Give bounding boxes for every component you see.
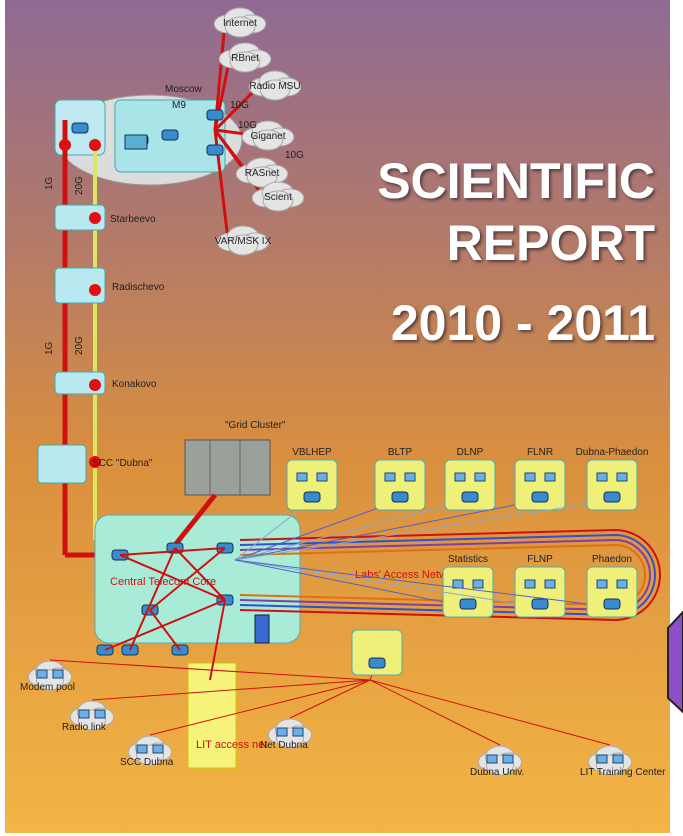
workstation: [153, 745, 163, 753]
workstation: [53, 670, 63, 678]
workstation: [545, 580, 555, 588]
workstation: [79, 710, 89, 718]
workstation: [617, 580, 627, 588]
core-label: "Grid Cluster": [225, 420, 286, 431]
site-label: Starbeevo: [110, 214, 156, 225]
link-label: 10G: [285, 150, 304, 161]
lab-label: Statistics: [448, 554, 488, 565]
report-cover: Internet RBnet Radio MSU Giganet RASnet Scien…: [0, 0, 683, 836]
site-label: Radischevo: [112, 282, 165, 293]
link-label: 1G: [44, 176, 55, 190]
workstation: [453, 580, 463, 588]
workstation: [455, 473, 465, 481]
link-label: 1G: [44, 341, 55, 355]
site-label: Moscow: [165, 84, 202, 95]
router: [604, 599, 620, 609]
workstation: [525, 473, 535, 481]
router: [304, 492, 320, 502]
workstation: [317, 473, 327, 481]
lab-label: FLNP: [527, 554, 553, 565]
link-label: 20G: [74, 176, 85, 195]
router: [392, 492, 408, 502]
core-label: Central Telecom Core: [110, 576, 216, 588]
years: 2010 - 2011: [391, 295, 655, 351]
node-dot: [89, 284, 101, 296]
workstation: [503, 755, 513, 763]
router: [532, 492, 548, 502]
site-label: SCC "Dubna": [92, 458, 153, 469]
router: [604, 492, 620, 502]
grid-cluster: [185, 440, 270, 495]
link-label: 10G: [230, 100, 249, 111]
cloud-label: RASnet: [245, 168, 280, 179]
cloud-label: RBnet: [231, 53, 259, 64]
node-dot: [89, 212, 101, 224]
router: [72, 123, 88, 133]
lab-label: DLNP: [457, 447, 484, 458]
workstation: [525, 580, 535, 588]
access-label: SCC Dubna: [120, 757, 174, 768]
lab-label: FLNR: [527, 447, 553, 458]
workstation: [597, 755, 607, 763]
access-label: Radio link: [62, 722, 107, 733]
workstation: [95, 710, 105, 718]
workstation: [277, 728, 287, 736]
cloud-label: VAR/MSK IX: [215, 236, 272, 247]
workstation: [613, 755, 623, 763]
lab-label: Dubna-Phaedon: [576, 447, 649, 458]
workstation: [617, 473, 627, 481]
core-label: LIT access net: [196, 739, 267, 751]
side-tab: [668, 612, 683, 712]
workstation: [597, 580, 607, 588]
link-label: 10G: [238, 120, 257, 131]
switch: [125, 135, 147, 149]
title-line: SCIENTIFIC: [377, 153, 655, 209]
workstation: [473, 580, 483, 588]
router: [162, 130, 178, 140]
node-dot: [89, 139, 101, 151]
access-label: Net Dubna: [260, 740, 308, 751]
workstation: [37, 670, 47, 678]
access-label: Dubna Univ.: [470, 767, 524, 778]
workstation: [297, 473, 307, 481]
workstation: [475, 473, 485, 481]
router: [369, 658, 385, 668]
cloud-label: Giganet: [250, 131, 285, 142]
link-label: 20G: [74, 336, 85, 355]
workstation: [385, 473, 395, 481]
router: [460, 599, 476, 609]
server: [255, 615, 269, 643]
node-dot: [89, 379, 101, 391]
site-box: [38, 445, 86, 483]
site-label: M9: [172, 100, 186, 111]
workstation: [597, 473, 607, 481]
cloud-label: Internet: [223, 18, 257, 29]
workstation: [137, 745, 147, 753]
site-label: Konakovo: [112, 379, 157, 390]
workstation: [405, 473, 415, 481]
workstation: [545, 473, 555, 481]
workstation: [487, 755, 497, 763]
lab-label: Phaedon: [592, 554, 632, 565]
access-label: Modem pool: [20, 682, 75, 693]
router: [207, 110, 223, 120]
cloud-label: Scient: [264, 192, 292, 203]
lab-label: VBLHEP: [292, 447, 332, 458]
title-line: REPORT: [447, 215, 655, 271]
cloud-label: Radio MSU: [249, 81, 300, 92]
node-dot: [59, 139, 71, 151]
access-label: LIT Training Center: [580, 767, 666, 778]
lab-label: BLTP: [388, 447, 413, 458]
router: [207, 145, 223, 155]
router: [532, 599, 548, 609]
workstation: [293, 728, 303, 736]
router: [462, 492, 478, 502]
